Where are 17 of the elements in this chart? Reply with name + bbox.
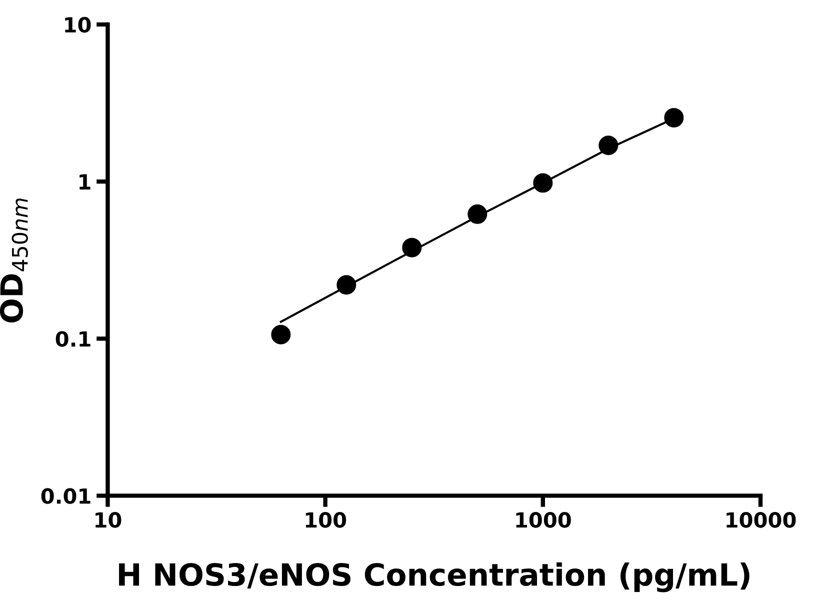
y-tick-label: 1 — [80, 174, 90, 190]
x-tick-label: 100 — [306, 512, 346, 528]
point — [402, 238, 422, 258]
point — [336, 275, 356, 295]
point — [533, 173, 553, 193]
point — [598, 136, 618, 156]
y-tick-label: 0.1 — [56, 331, 90, 347]
y-axis-title: OD$_{450nm}$ — [0, 198, 28, 322]
x-tick-label: 1000 — [516, 512, 571, 528]
point — [468, 204, 488, 224]
y-tick-label: 10 — [65, 16, 91, 33]
point — [271, 324, 291, 344]
x-tick-label: 10000 — [726, 512, 796, 528]
x-tick-label: 10 — [96, 512, 122, 528]
point — [664, 108, 684, 128]
y-tick-label: 0.01 — [41, 488, 90, 504]
x-axis-title: H NOS3/eNOS Concentration (pg/mL) — [119, 562, 750, 592]
